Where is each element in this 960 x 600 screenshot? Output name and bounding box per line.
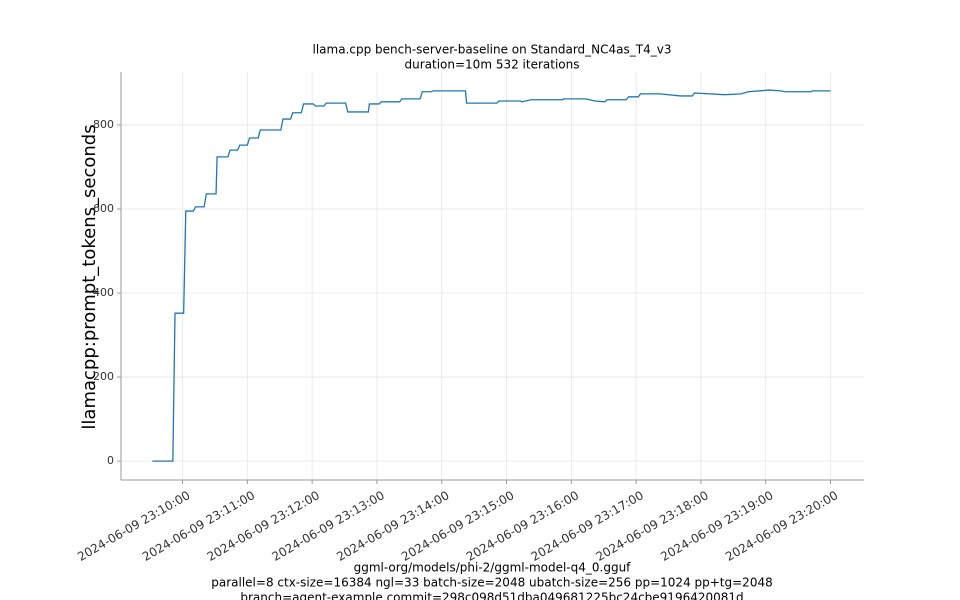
chart-title: llama.cpp bench-server-baseline on Stand… xyxy=(313,43,672,57)
x-tick-label: 2024-06-09 23:13:00 xyxy=(269,488,386,564)
chart-subtitle: duration=10m 532 iterations xyxy=(405,58,580,72)
footer-line: parallel=8 ctx-size=16384 ngl=33 batch-s… xyxy=(211,576,772,590)
x-tick-label: 2024-06-09 23:17:00 xyxy=(529,488,646,564)
x-tick-label: 2024-06-09 23:20:00 xyxy=(723,488,840,564)
x-tick-label: 2024-06-09 23:19:00 xyxy=(658,488,775,564)
footer-line: branch=agent-example commit=298c098d51db… xyxy=(240,591,743,600)
x-tick-label: 2024-06-09 23:16:00 xyxy=(464,488,581,564)
y-tick-label: 600 xyxy=(93,202,114,215)
y-tick-label: 0 xyxy=(107,454,114,467)
x-tick-label: 2024-06-09 23:11:00 xyxy=(140,488,257,564)
y-tick-label: 200 xyxy=(93,370,114,383)
footer-line: ggml-org/models/phi-2/ggml-model-q4_0.gg… xyxy=(354,561,632,575)
x-tick-label: 2024-06-09 23:12:00 xyxy=(205,488,322,564)
y-tick-label: 400 xyxy=(93,286,114,299)
x-tick-label: 2024-06-09 23:15:00 xyxy=(399,488,516,564)
x-tick-label: 2024-06-09 23:18:00 xyxy=(593,488,710,564)
x-tick-label: 2024-06-09 23:14:00 xyxy=(334,488,451,564)
y-axis-label: llamacpp:prompt_tokens_seconds xyxy=(79,124,100,429)
x-tick-label: 2024-06-09 23:10:00 xyxy=(75,488,192,564)
y-tick-label: 800 xyxy=(93,118,114,131)
data-line xyxy=(152,89,831,462)
